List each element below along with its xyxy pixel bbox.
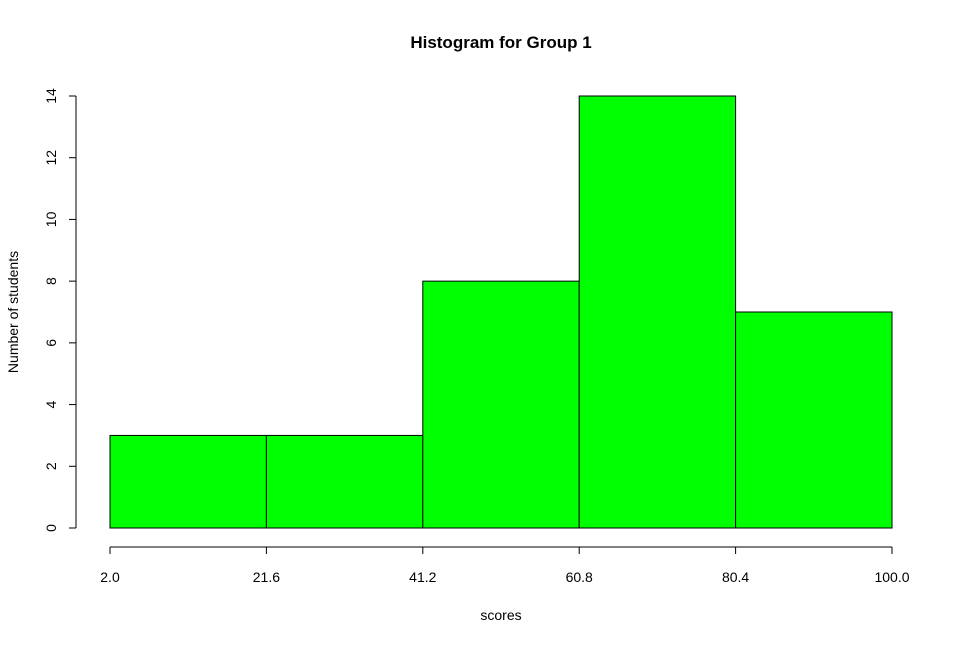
y-tick-label: 10 — [43, 211, 59, 227]
bars-group — [109, 95, 893, 529]
y-tick-label: 0 — [43, 524, 59, 532]
x-tick-label: 80.4 — [722, 569, 749, 585]
x-tick-label: 60.8 — [566, 569, 593, 585]
x-tick-label: 2.0 — [100, 569, 120, 585]
chart-title: Histogram for Group 1 — [410, 33, 591, 52]
histogram-bar-2 — [265, 434, 424, 529]
x-axis: 2.0 21.6 41.2 60.8 80.4 100.0 — [100, 546, 910, 585]
y-tick-label: 8 — [43, 277, 59, 285]
x-tick-label: 100.0 — [874, 569, 909, 585]
y-tick-label: 4 — [43, 400, 59, 408]
y-axis: 0 2 4 6 8 10 12 14 — [43, 88, 77, 532]
histogram-bar-1 — [109, 434, 267, 529]
x-tick-label: 41.2 — [409, 569, 436, 585]
y-tick-label: 6 — [43, 339, 59, 347]
x-tick-label: 21.6 — [253, 569, 280, 585]
histogram-bar-4 — [578, 95, 737, 529]
histogram-bar-3 — [422, 280, 580, 529]
y-tick-label: 14 — [43, 88, 59, 104]
x-axis-label: scores — [480, 607, 521, 623]
y-axis-label: Number of students — [5, 251, 21, 373]
histogram-bar-5 — [735, 311, 893, 529]
y-tick-label: 2 — [43, 462, 59, 470]
y-tick-label: 12 — [43, 150, 59, 166]
